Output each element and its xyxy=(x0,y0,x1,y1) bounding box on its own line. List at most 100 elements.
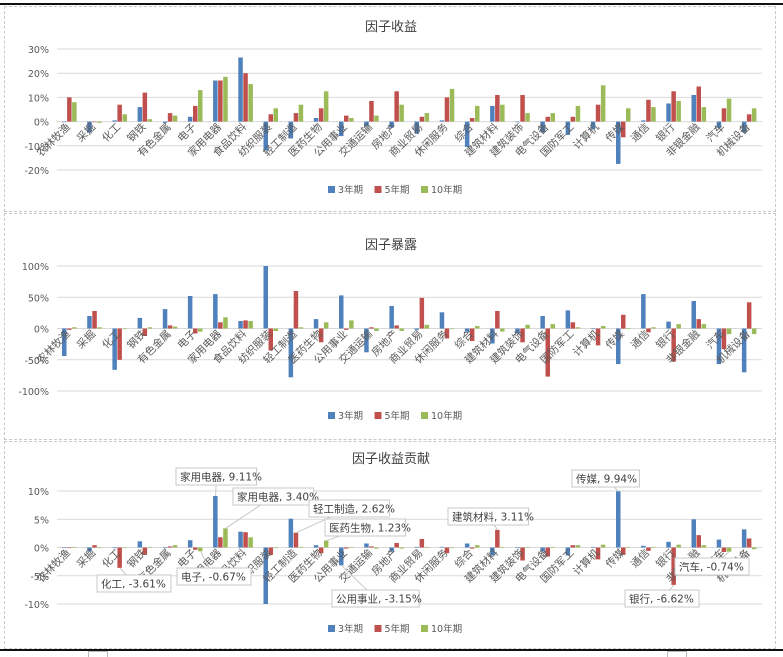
bar-5年期 xyxy=(117,547,122,568)
annotation-label: 传媒, 9.94% xyxy=(576,473,637,486)
bar-10年期 xyxy=(198,90,203,122)
bar-10年期 xyxy=(575,105,581,122)
bar-3年期 xyxy=(590,121,596,129)
bar-3年期 xyxy=(187,540,193,548)
bar-3年期 xyxy=(62,328,67,356)
bar-10年期 xyxy=(298,104,304,122)
bar-10年期 xyxy=(374,115,379,122)
bar-5年期 xyxy=(268,114,273,122)
bar-3年期 xyxy=(515,547,520,549)
bar-3年期 xyxy=(741,529,747,548)
annotation-box xyxy=(674,557,750,576)
bar-3年期 xyxy=(389,547,394,552)
bar-5年期 xyxy=(595,104,601,122)
bar-5年期 xyxy=(495,529,500,548)
bar-5年期 xyxy=(67,328,72,330)
bar-3年期 xyxy=(540,316,545,329)
bar-3年期 xyxy=(716,539,722,548)
bar-3年期 xyxy=(313,545,319,548)
bar-5年期 xyxy=(67,547,72,549)
bar-3年期 xyxy=(364,543,369,548)
bar-3年期 xyxy=(490,547,495,556)
bar-10年期 xyxy=(349,546,354,548)
annotation-box xyxy=(324,518,407,537)
bar-3年期 xyxy=(439,546,445,548)
bar-5年期 xyxy=(142,92,148,122)
bar-5年期 xyxy=(218,537,223,548)
annotation-label: 家用电器, 3.40% xyxy=(237,491,319,504)
y-tick-label: -10% xyxy=(24,142,49,153)
bar-3年期 xyxy=(263,547,268,604)
bar-10年期 xyxy=(172,326,178,329)
y-tick-label: 10% xyxy=(28,93,49,104)
bar-5年期 xyxy=(520,95,525,122)
bar-3年期 xyxy=(691,519,696,548)
bar-10年期 xyxy=(374,328,379,331)
bar-10年期 xyxy=(147,119,153,122)
category-label: 采掘 xyxy=(74,121,98,145)
bar-3年期 xyxy=(162,121,168,123)
bar-3年期 xyxy=(464,543,470,548)
bar-5年期 xyxy=(570,545,576,548)
bar-5年期 xyxy=(193,105,198,122)
bar-3年期 xyxy=(112,120,117,122)
bar-10年期 xyxy=(651,107,656,122)
bar-3年期 xyxy=(389,121,394,128)
bar-3年期 xyxy=(137,107,143,122)
bar-5年期 xyxy=(344,328,349,330)
y-tick-label: 50% xyxy=(28,293,49,304)
bar-10年期 xyxy=(575,327,581,329)
annotation-box xyxy=(175,467,258,486)
bar-3年期 xyxy=(213,294,218,329)
bar-3年期 xyxy=(464,328,470,332)
legend-label: 3年期 xyxy=(338,184,363,196)
bar-10年期 xyxy=(72,546,77,548)
bar-10年期 xyxy=(122,328,127,330)
legend-swatch xyxy=(328,186,335,193)
legend-swatch xyxy=(421,186,428,193)
bar-3年期 xyxy=(62,547,67,549)
annotation-label: 建筑材料, 3.11% xyxy=(452,511,534,524)
factor-return-chart: 因子收益 30% 20% 10% 0% -10% -20% 农林牧渔 采掘 化工 钢铁 有色金属 电子家… xyxy=(4,6,776,212)
bar-5年期 xyxy=(67,97,72,122)
bar-3年期 xyxy=(565,547,571,556)
annotation-label: 汽车, -0.74% xyxy=(679,561,744,574)
annotation-box xyxy=(232,487,315,506)
bar-3年期 xyxy=(87,316,92,329)
bar-3年期 xyxy=(590,546,596,548)
y-tick-label: -20% xyxy=(24,166,49,177)
bar-5年期 xyxy=(570,322,576,329)
bar-3年期 xyxy=(641,120,646,122)
bar-5年期 xyxy=(142,328,148,336)
bar-5年期 xyxy=(621,121,626,138)
bar-10年期 xyxy=(475,105,480,122)
bar-5年期 xyxy=(595,547,601,560)
chart-title: 因子暴露 xyxy=(365,238,417,253)
bar-10年期 xyxy=(424,113,430,122)
bar-3年期 xyxy=(288,518,294,548)
annotation-label: 化工, -3.61% xyxy=(101,578,166,591)
bar-10年期 xyxy=(349,320,354,329)
bar-3年期 xyxy=(313,118,319,122)
legend-label: 5年期 xyxy=(385,623,410,635)
legend-label: 3年期 xyxy=(338,410,363,422)
bar-5年期 xyxy=(419,539,425,548)
top-border-line xyxy=(0,3,783,5)
bar-5年期 xyxy=(721,108,727,122)
bar-5年期 xyxy=(243,532,248,548)
bar-3年期 xyxy=(339,121,344,137)
bar-10年期 xyxy=(273,108,278,122)
bar-5年期 xyxy=(545,328,550,377)
bar-10年期 xyxy=(550,324,555,329)
bar-10年期 xyxy=(550,113,555,122)
bar-5年期 xyxy=(318,328,324,343)
bar-5年期 xyxy=(646,328,651,333)
bar-10年期 xyxy=(500,104,505,122)
legend-label: 5年期 xyxy=(385,184,410,196)
bar-10年期 xyxy=(701,107,707,122)
bar-10年期 xyxy=(97,547,102,549)
bar-10年期 xyxy=(600,544,606,548)
bar-3年期 xyxy=(515,121,520,123)
legend-swatch xyxy=(374,412,382,419)
